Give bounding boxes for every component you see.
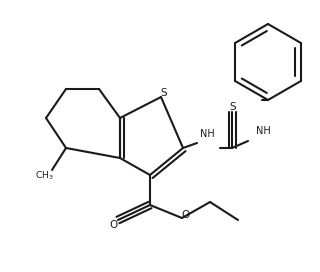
Text: NH: NH — [200, 129, 214, 139]
Text: NH: NH — [256, 126, 270, 136]
Text: CH$_3$: CH$_3$ — [35, 170, 53, 182]
Text: S: S — [230, 102, 236, 112]
Text: O: O — [181, 210, 189, 220]
Text: O: O — [110, 220, 118, 230]
Text: S: S — [161, 88, 167, 98]
